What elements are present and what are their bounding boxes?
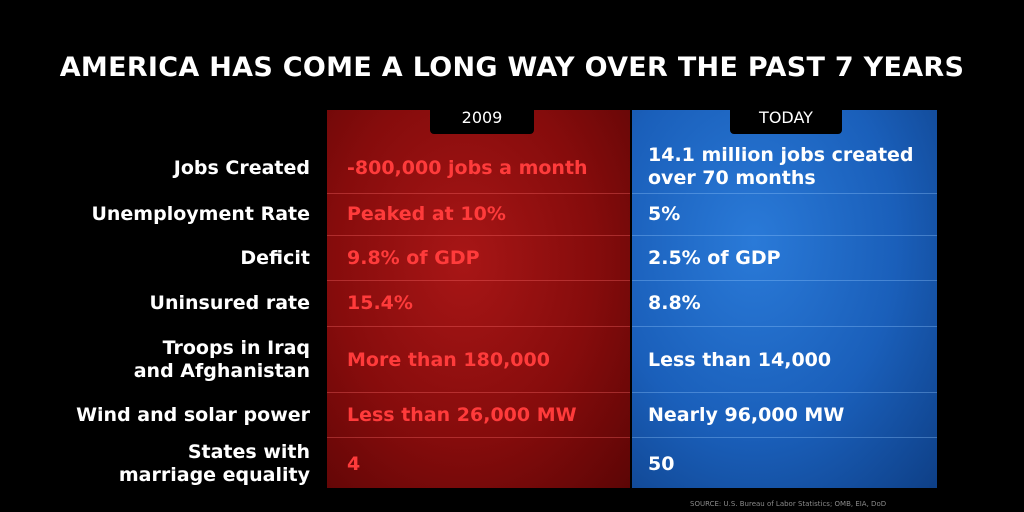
cell-today-deficit: 2.5% of GDP <box>648 246 781 269</box>
cell-today-marriage-equality: 50 <box>648 452 675 475</box>
row-divider <box>632 392 937 393</box>
row-divider <box>632 326 937 327</box>
row-divider <box>327 193 630 194</box>
row-divider <box>632 280 937 281</box>
cell-2009-jobs-created: -800,000 jobs a month <box>347 156 588 179</box>
cell-2009-unemployment: Peaked at 10% <box>347 202 506 225</box>
cell-2009-wind-solar: Less than 26,000 MW <box>347 403 577 426</box>
row-divider <box>327 280 630 281</box>
row-divider <box>632 235 937 236</box>
row-divider <box>632 437 937 438</box>
cell-2009-marriage-equality: 4 <box>347 452 361 475</box>
row-divider <box>327 235 630 236</box>
cell-2009-uninsured: 15.4% <box>347 291 413 314</box>
row-divider <box>327 326 630 327</box>
cell-2009-deficit: 9.8% of GDP <box>347 246 480 269</box>
row-label-troops: Troops in Iraq and Afghanistan <box>133 337 310 382</box>
cell-2009-troops: More than 180,000 <box>347 348 550 371</box>
row-label-uninsured: Uninsured rate <box>149 291 310 314</box>
row-label-wind-solar: Wind and solar power <box>76 403 310 426</box>
row-divider <box>327 437 630 438</box>
row-label-marriage-equality: States with marriage equality <box>118 441 310 486</box>
row-label-deficit: Deficit <box>240 246 310 269</box>
cell-today-wind-solar: Nearly 96,000 MW <box>648 403 845 426</box>
row-label-unemployment: Unemployment Rate <box>91 202 310 225</box>
headline: AMERICA HAS COME A LONG WAY OVER THE PAS… <box>59 52 965 83</box>
cell-today-unemployment: 5% <box>648 202 681 225</box>
row-divider <box>632 193 937 194</box>
row-divider <box>327 392 630 393</box>
cell-today-uninsured: 8.8% <box>648 291 701 314</box>
column-header-2009: 2009 <box>430 104 534 134</box>
column-header-today: TODAY <box>730 104 842 134</box>
cell-today-troops: Less than 14,000 <box>648 348 832 371</box>
row-label-jobs-created: Jobs Created <box>173 156 310 179</box>
cell-today-jobs-created: 14.1 million jobs created over 70 months <box>648 144 914 189</box>
column-today-panel <box>632 110 937 488</box>
column-2009-panel <box>327 110 630 488</box>
source-note: SOURCE: U.S. Bureau of Labor Statistics;… <box>690 500 887 508</box>
